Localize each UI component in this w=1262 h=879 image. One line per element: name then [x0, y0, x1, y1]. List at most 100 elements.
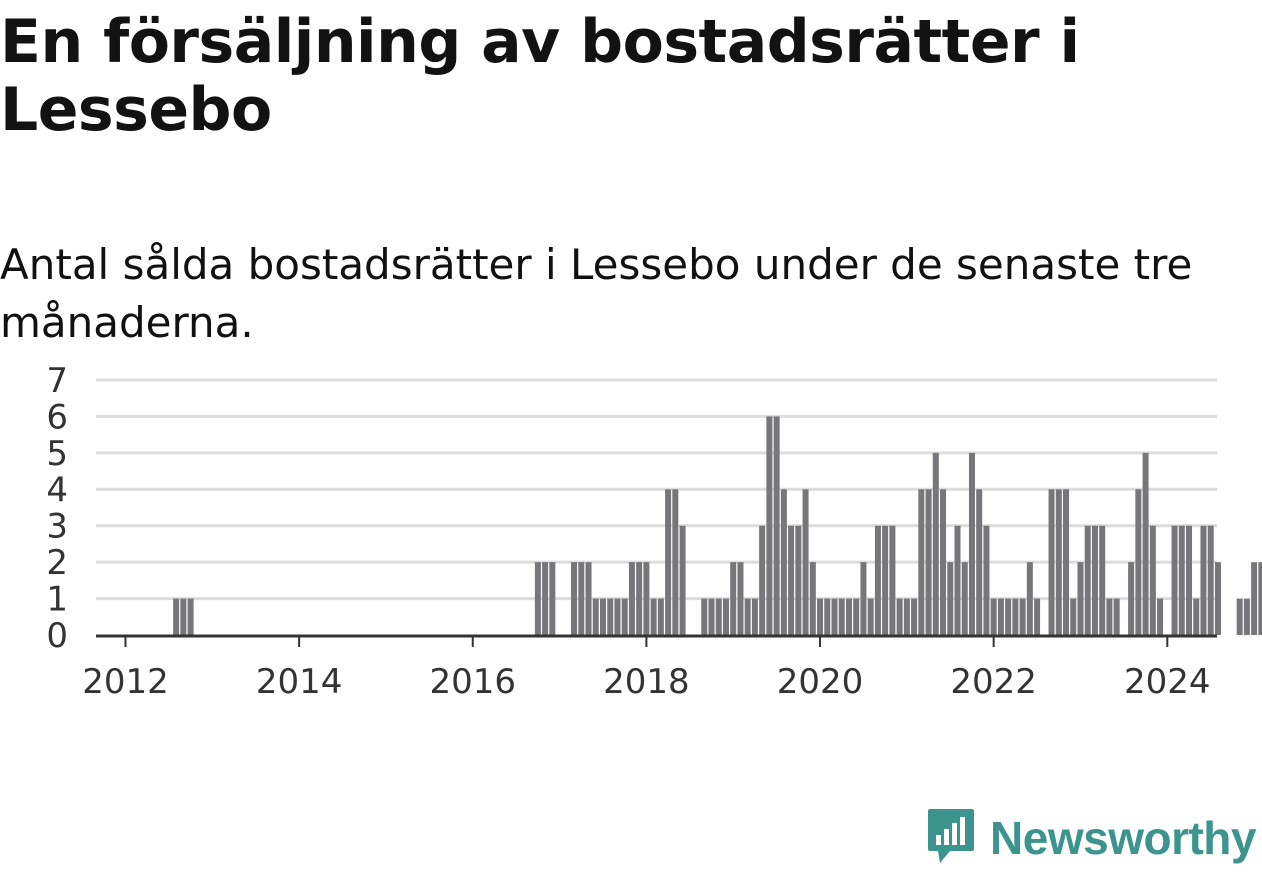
bar	[599, 598, 606, 635]
bar	[1258, 562, 1262, 635]
bar	[780, 489, 787, 635]
bar	[187, 598, 194, 635]
bar	[1135, 489, 1142, 635]
bar	[874, 525, 881, 635]
bar	[1055, 489, 1062, 635]
bar	[1207, 525, 1214, 635]
bar	[744, 598, 751, 635]
bar	[549, 562, 556, 635]
bar	[628, 562, 635, 635]
bar	[715, 598, 722, 635]
x-tick-label: 2018	[603, 662, 690, 702]
bars	[173, 416, 1262, 635]
bar	[730, 562, 737, 635]
bar	[1019, 598, 1026, 635]
bar	[961, 562, 968, 635]
x-tick-label: 2024	[1124, 662, 1211, 702]
bar	[1106, 598, 1113, 635]
bar	[571, 562, 578, 635]
bar	[607, 598, 614, 635]
bar	[903, 598, 910, 635]
bar	[860, 562, 867, 635]
x-axis-ticks: 20122014201620182020202220242026	[82, 637, 1211, 702]
bar	[824, 598, 831, 635]
bar	[838, 598, 845, 635]
bar	[722, 598, 729, 635]
bar	[592, 598, 599, 635]
bar	[173, 598, 180, 635]
bar	[650, 598, 657, 635]
bar	[1193, 598, 1200, 635]
bar	[1063, 489, 1070, 635]
bar	[976, 489, 983, 635]
y-tick-label: 0	[46, 616, 68, 656]
x-tick-label: 2016	[429, 662, 516, 702]
x-tick-label: 2022	[950, 662, 1037, 702]
bar	[1214, 562, 1221, 635]
bar	[1157, 598, 1164, 635]
x-tick-label: 2012	[82, 662, 169, 702]
bar	[1149, 525, 1156, 635]
bar	[1026, 562, 1033, 635]
bar	[534, 562, 541, 635]
bar	[542, 562, 549, 635]
y-tick-label: 3	[46, 507, 68, 547]
y-tick-label: 4	[46, 470, 68, 510]
bar	[1186, 525, 1193, 635]
bar	[665, 489, 672, 635]
bar	[657, 598, 664, 635]
bar	[1128, 562, 1135, 635]
bar	[773, 416, 780, 635]
bar	[1012, 598, 1019, 635]
bar	[867, 598, 874, 635]
bar	[751, 598, 758, 635]
bar	[795, 525, 802, 635]
bar	[759, 525, 766, 635]
bar	[932, 452, 939, 635]
bar	[1236, 598, 1243, 635]
y-tick-label: 2	[46, 543, 68, 583]
newsworthy-brand: Newsworthy	[926, 807, 1256, 869]
bar	[882, 525, 889, 635]
y-tick-label: 5	[46, 434, 68, 474]
bar	[845, 598, 852, 635]
bar	[831, 598, 838, 635]
bar	[990, 598, 997, 635]
newsworthy-logo-icon	[926, 807, 976, 869]
bar	[954, 525, 961, 635]
bar	[621, 598, 628, 635]
newsworthy-wordmark: Newsworthy	[990, 812, 1256, 864]
bar	[889, 525, 896, 635]
bar	[1178, 525, 1185, 635]
bar	[1099, 525, 1106, 635]
bar	[180, 598, 187, 635]
bar	[968, 452, 975, 635]
bar	[701, 598, 708, 635]
y-tick-label: 7	[46, 361, 68, 401]
bar	[1034, 598, 1041, 635]
x-tick-label: 2014	[256, 662, 343, 702]
bar	[679, 525, 686, 635]
bar	[911, 598, 918, 635]
bar	[1091, 525, 1098, 635]
bar	[1070, 598, 1077, 635]
bar	[896, 598, 903, 635]
x-tick-label: 2020	[777, 662, 864, 702]
bar	[766, 416, 773, 635]
bar	[802, 489, 809, 635]
bar	[1005, 598, 1012, 635]
bar	[737, 562, 744, 635]
bar	[1243, 598, 1250, 635]
bar	[983, 525, 990, 635]
bar	[1251, 562, 1258, 635]
bar	[918, 489, 925, 635]
bar	[809, 562, 816, 635]
bar	[817, 598, 824, 635]
chart-subtitle: Antal sålda bostadsrätter i Lessebo unde…	[0, 240, 1193, 347]
bar	[925, 489, 932, 635]
y-tick-label: 6	[46, 397, 68, 437]
bar	[672, 489, 679, 635]
grid-lines	[96, 378, 1217, 601]
